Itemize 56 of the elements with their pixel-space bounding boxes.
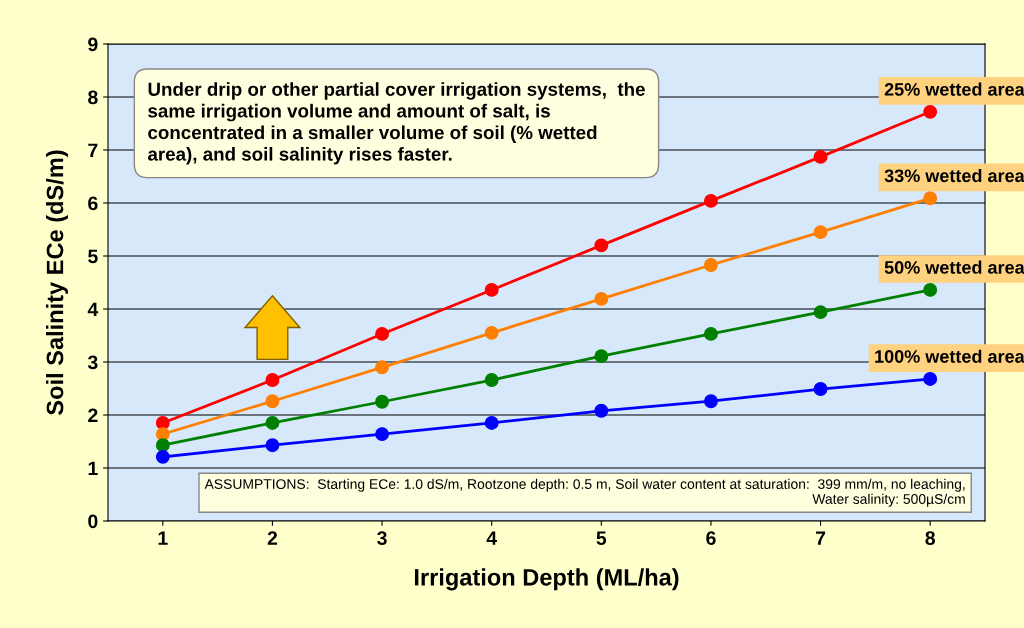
y-tick-label: 5 <box>88 249 98 264</box>
point <box>375 360 390 375</box>
x-tick-label: 6 <box>706 531 716 545</box>
x-tick-label: 2 <box>267 531 278 545</box>
point <box>703 326 718 341</box>
y-tick-label: 1 <box>88 461 98 476</box>
point <box>265 394 280 409</box>
point <box>594 349 609 364</box>
x-tick-label: 1 <box>158 531 168 545</box>
series-label: 25% wetted area <box>884 82 1024 96</box>
annotation: ASSUMPTIONS: Starting ECe: 1.0 dS/m, Rootzone depth: 0.5 m, Soil water content at saturation: 399 mm/m, no leaching, Water salinity: 500µS/cm <box>204 478 965 507</box>
x-tick-label: 3 <box>377 531 387 546</box>
point <box>813 225 828 240</box>
point <box>375 394 390 409</box>
point <box>265 438 280 453</box>
y-tick-label: 9 <box>88 37 98 52</box>
point <box>923 282 938 297</box>
point <box>265 373 280 387</box>
point <box>265 416 280 430</box>
x-tick-label: 5 <box>596 531 607 545</box>
point <box>594 403 609 418</box>
point <box>594 238 609 253</box>
y-tick-label: 0 <box>88 514 98 529</box>
x-tick-label: 7 <box>815 531 826 545</box>
x-tick-label: 4 <box>486 531 497 545</box>
point <box>484 282 499 297</box>
annotation: Under drip or other partial cover irrigation systems, the same irrigation volume and amount of salt, is concentrated in a smaller volume of soil (% wetted area), and soil salinity rises faster. <box>148 82 645 165</box>
point <box>923 191 938 206</box>
y-tick-label: 4 <box>87 302 99 317</box>
point <box>703 258 718 272</box>
point <box>703 193 718 208</box>
point <box>375 326 390 341</box>
x-axis-title: Irrigation Depth (ML/ha) <box>414 568 679 591</box>
y-tick-label: 6 <box>88 196 98 211</box>
y-tick-label: 3 <box>87 355 98 370</box>
point <box>813 382 828 396</box>
point <box>484 416 499 430</box>
point <box>813 149 828 164</box>
point <box>484 325 499 340</box>
point <box>813 305 828 320</box>
point <box>594 291 609 306</box>
point <box>923 372 938 386</box>
y-tick-label: 8 <box>88 90 98 105</box>
y-tick-label: 7 <box>88 143 98 158</box>
series-label: 50% wetted area <box>884 260 1024 274</box>
y-tick-label: 2 <box>88 408 98 423</box>
point <box>484 373 499 387</box>
point <box>155 438 170 453</box>
point <box>375 427 390 442</box>
point <box>923 104 938 119</box>
series-label: 33% wetted area <box>884 168 1024 183</box>
point <box>155 449 170 464</box>
x-tick-label: 8 <box>925 531 935 545</box>
series-label: 100% wetted area <box>875 349 1024 363</box>
point <box>703 394 718 409</box>
y-axis-title: Soil Salinity ECe (dS/m) <box>46 150 69 415</box>
